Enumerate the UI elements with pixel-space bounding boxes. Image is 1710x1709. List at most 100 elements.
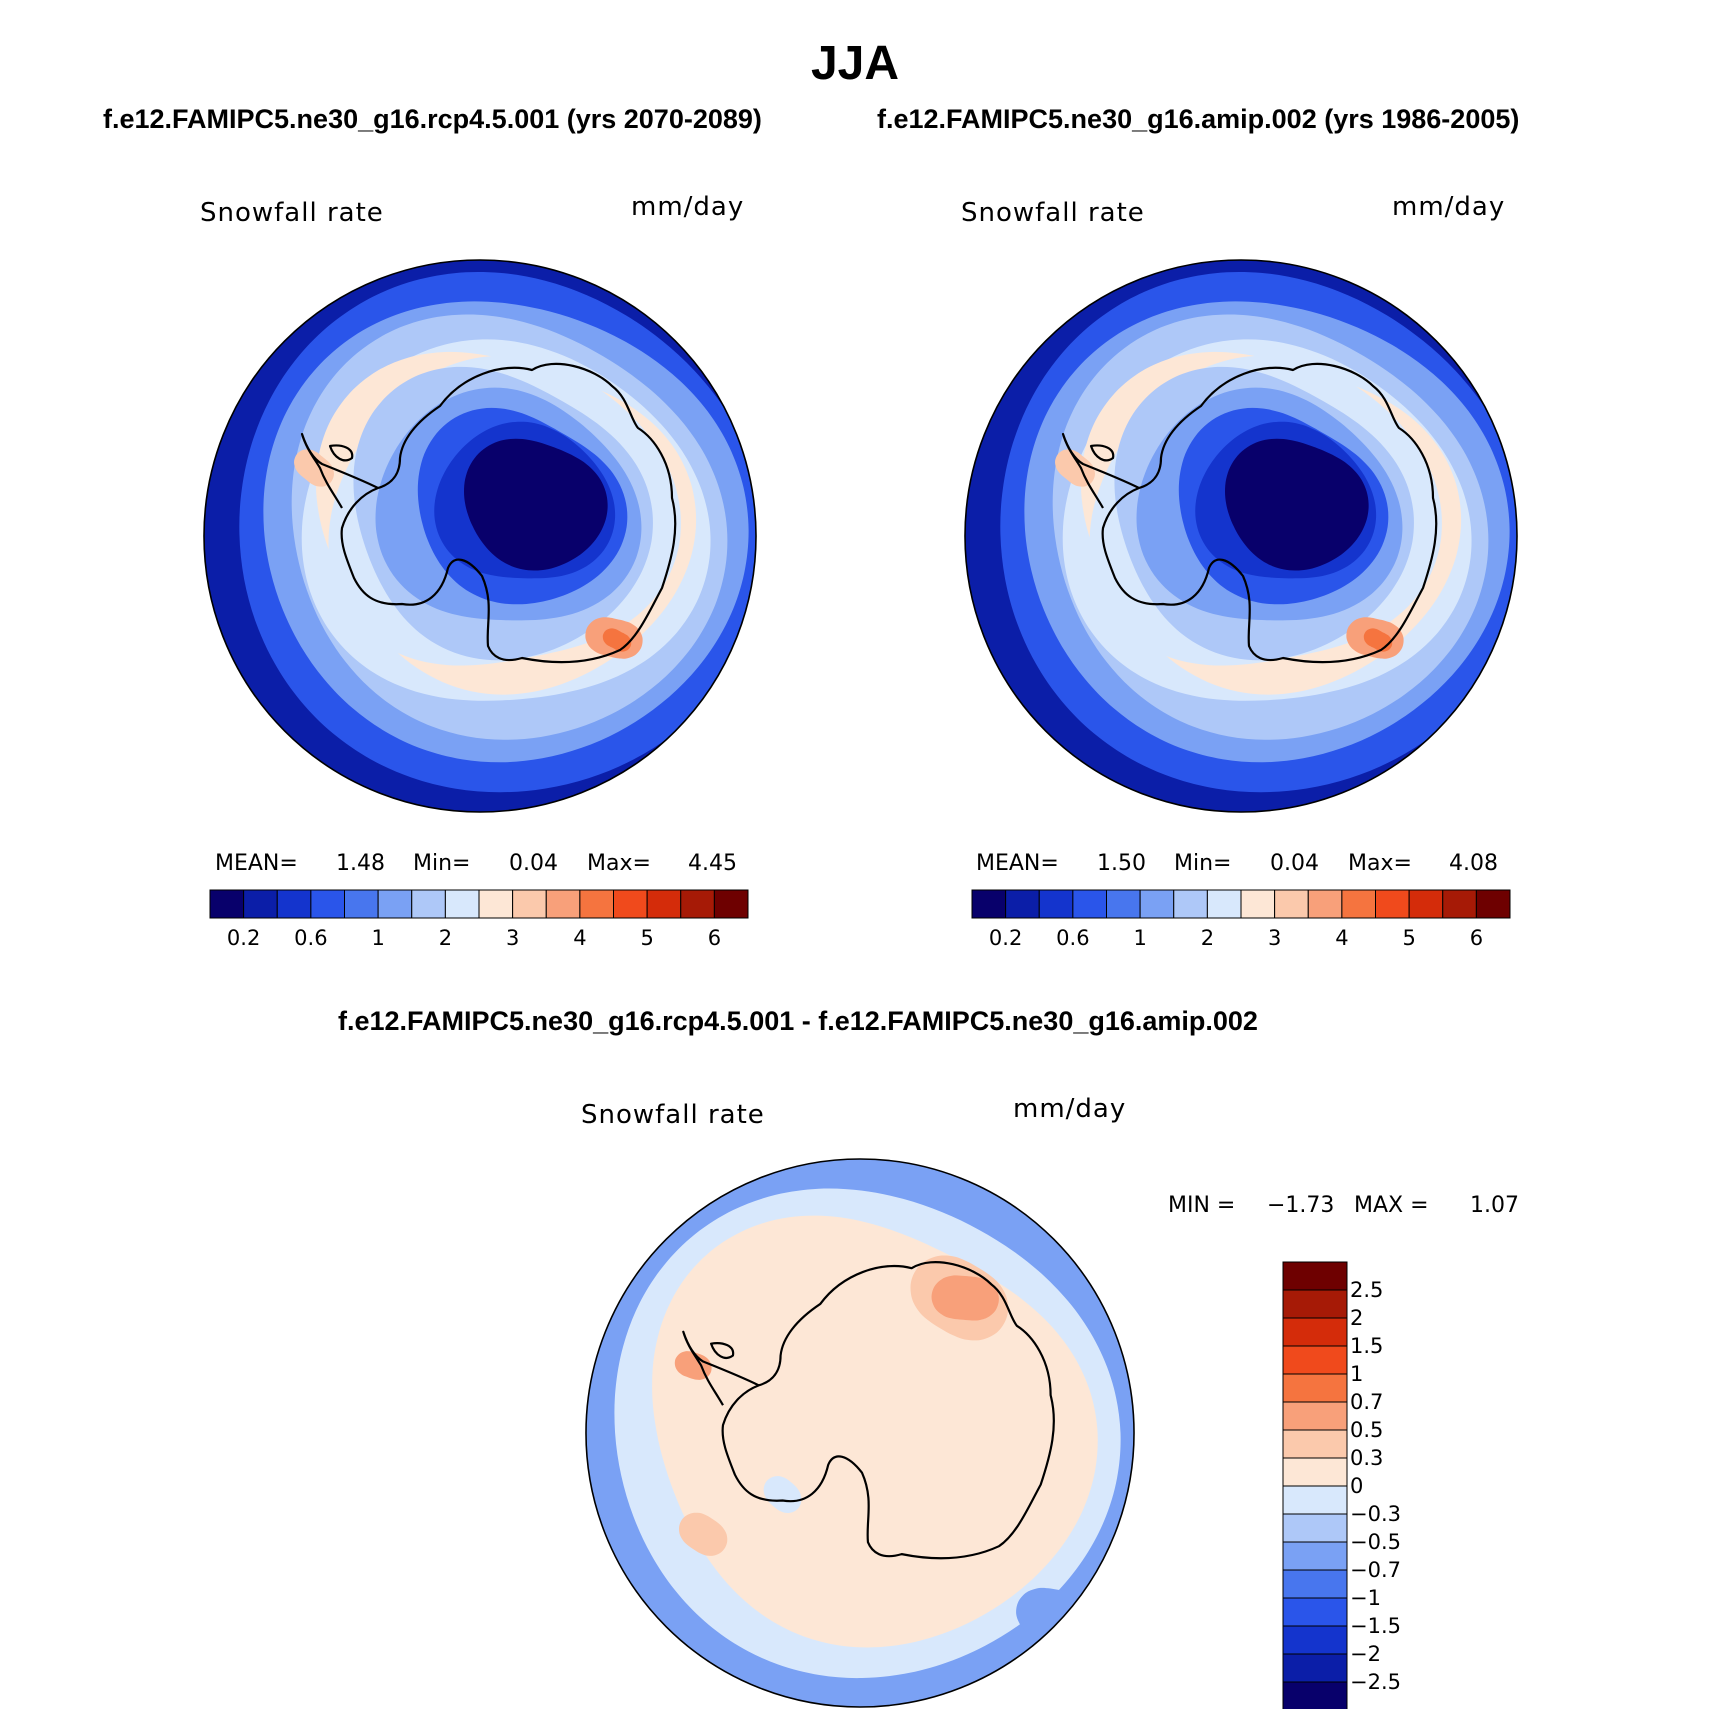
difference-units-label: mm/day [1013,1094,1127,1124]
test-mean-value: 1.48 [336,851,385,876]
colorbar-tick-label: 0.6 [294,926,328,950]
test-max-label: Max= [587,851,651,876]
colorbar-tick-label: 2.5 [1350,1278,1384,1302]
colorbar-swatch [1282,1289,1348,1319]
control-max-label: Max= [1348,851,1412,876]
colorbar-tick-label: −0.3 [1350,1502,1401,1526]
colorbar-swatch [1282,1373,1348,1403]
colorbar-tick-label: 3 [505,926,520,950]
control-colorbar [971,889,1511,919]
colorbar-swatch [344,889,379,919]
colorbar-tick-label: 0.6 [1056,926,1090,950]
colorbar-tick-label: 0.5 [1350,1418,1384,1442]
control-min-label: Min= [1174,851,1232,876]
colorbar-swatch [1282,1597,1348,1627]
colorbar-tick-label: 1.5 [1350,1334,1384,1358]
colorbar-swatch [209,889,245,919]
colorbar-swatch [1375,889,1410,919]
test-min-value: 0.04 [509,851,558,876]
colorbar-tick-label: 1 [1350,1362,1364,1386]
colorbar-swatch [1240,889,1276,919]
colorbar-swatch [276,889,312,919]
colorbar-tick-label: −0.5 [1350,1530,1401,1554]
colorbar-tick-label: −1 [1350,1586,1381,1610]
control-mean-value: 1.50 [1097,851,1146,876]
colorbar-swatch [377,889,413,919]
colorbar-tick-label: −1.5 [1350,1614,1401,1638]
colorbar-swatch [411,889,446,919]
colorbar-swatch [1072,889,1107,919]
colorbar-swatch [1282,1625,1348,1655]
colorbar-swatch [1408,889,1444,919]
test-mean-label: MEAN= [215,851,298,876]
colorbar-swatch [1282,1429,1348,1459]
colorbar-tick-label: 2 [1350,1306,1364,1330]
colorbar-tick-label: 6 [707,926,722,950]
colorbar-tick-label: 4 [1335,926,1349,950]
colorbar-swatch [1173,889,1208,919]
colorbar-swatch [1282,1317,1348,1347]
colorbar-tick-label: 0.3 [1350,1446,1384,1470]
colorbar-swatch [444,889,480,919]
colorbar-swatch [1139,889,1175,919]
colorbar-swatch [646,889,682,919]
colorbar-swatch [1341,889,1376,919]
control-map [964,259,1518,813]
colorbar-swatch [545,889,581,919]
colorbar-tick-label: 1 [1133,926,1147,950]
colorbar-tick-label: 0 [1350,1474,1364,1498]
control-min-value: 0.04 [1270,851,1319,876]
control-variable-label: Snowfall rate [961,198,1145,228]
difference-max-label: MAX = [1354,1193,1429,1218]
test-map [203,259,757,813]
colorbar-tick-label: 4 [573,926,587,950]
colorbar-swatch [1307,889,1343,919]
colorbar-tick-label: −2 [1350,1642,1381,1666]
difference-colorbar [1282,1261,1348,1709]
control-units-label: mm/day [1392,192,1506,222]
colorbar-tick-label: −2.5 [1350,1670,1401,1694]
difference-min-label: MIN = [1168,1193,1236,1218]
test-colorbar [209,889,749,919]
colorbar-swatch [1106,889,1141,919]
colorbar-tick-label: −0.7 [1350,1558,1401,1582]
test-min-label: Min= [413,851,471,876]
colorbar-tick-label: 2 [438,926,453,950]
colorbar-swatch [1038,889,1074,919]
colorbar-swatch [1282,1569,1348,1599]
test-case-title: f.e12.FAMIPC5.ne30_g16.rcp4.5.001 (yrs 2… [103,104,762,134]
colorbar-swatch [1282,1401,1348,1431]
difference-map [585,1158,1135,1708]
colorbar-swatch [579,889,614,919]
colorbar-swatch [1206,889,1242,919]
colorbar-swatch [1282,1653,1348,1683]
colorbar-tick-label: 5 [1402,926,1416,950]
colorbar-swatch [1475,889,1511,919]
colorbar-swatch [713,889,749,919]
colorbar-swatch [1282,1345,1348,1375]
difference-case-title: f.e12.FAMIPC5.ne30_g16.rcp4.5.001 - f.e1… [338,1006,1258,1036]
colorbar-tick-label: 2 [1200,926,1215,950]
colorbar-swatch [1282,1485,1348,1515]
colorbar-swatch [1005,889,1040,919]
colorbar-swatch [680,889,715,919]
difference-variable-label: Snowfall rate [581,1100,765,1130]
figure-title: JJA [810,37,900,90]
control-mean-label: MEAN= [976,851,1059,876]
colorbar-swatch [1282,1513,1348,1543]
colorbar-swatch [512,889,547,919]
colorbar-tick-label: 0.2 [226,926,261,950]
colorbar-swatch [243,889,278,919]
colorbar-swatch [310,889,345,919]
colorbar-swatch [1282,1261,1348,1291]
colorbar-tick-label: 6 [1469,926,1484,950]
colorbar-swatch [971,889,1007,919]
colorbar-tick-label: 1 [371,926,385,950]
colorbar-swatch [1442,889,1477,919]
difference-max-value: 1.07 [1470,1193,1519,1218]
colorbar-swatch [613,889,648,919]
colorbar-swatch [1282,1457,1348,1487]
control-case-title: f.e12.FAMIPC5.ne30_g16.amip.002 (yrs 198… [877,104,1520,134]
colorbar-swatch [478,889,514,919]
colorbar-swatch [1282,1541,1348,1571]
